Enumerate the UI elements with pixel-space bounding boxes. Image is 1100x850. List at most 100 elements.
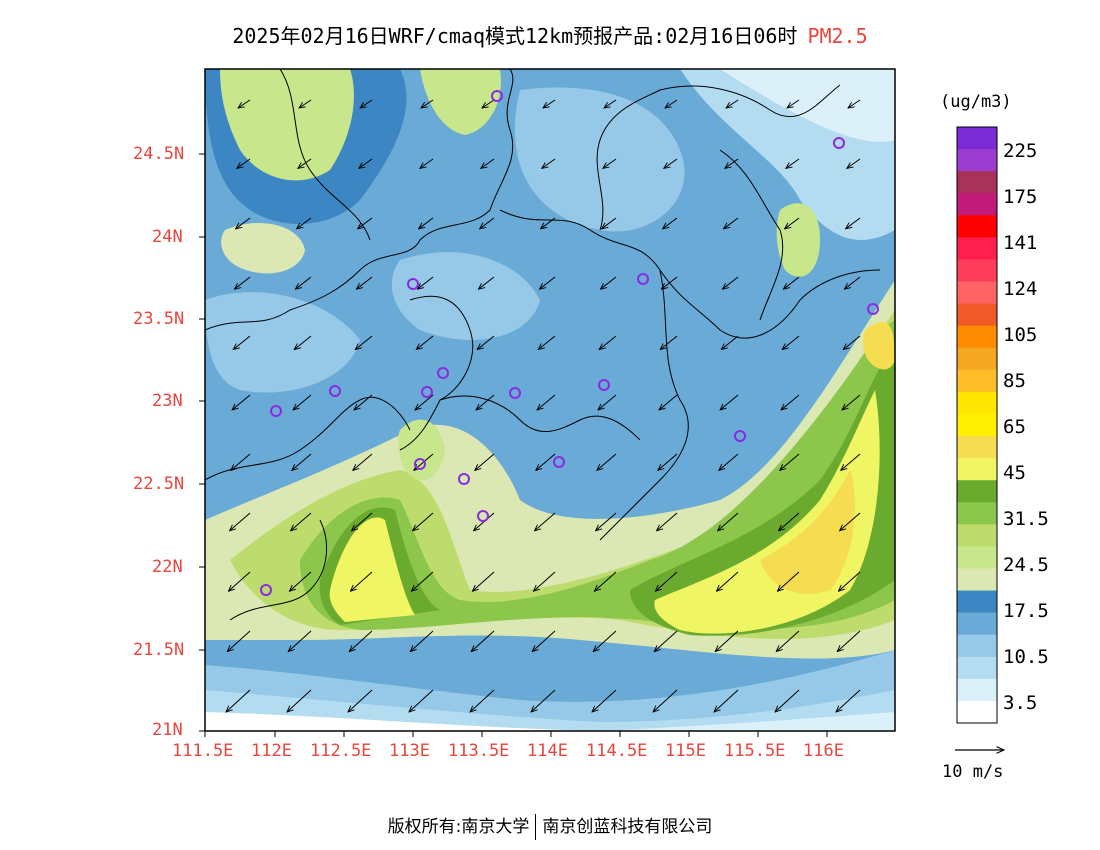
colorbar-swatch	[957, 127, 997, 150]
wind-arrow	[231, 453, 251, 470]
colorbar-swatch	[957, 325, 997, 349]
lon-tick-114-5: 114.5E	[586, 741, 648, 761]
station-marker	[867, 303, 879, 315]
wind-arrow	[477, 335, 495, 350]
wind-arrow	[226, 689, 251, 712]
wind-arrow	[597, 453, 617, 470]
lon-tick-115: 115E	[665, 741, 706, 761]
lat-tick-23: 23N	[152, 391, 183, 411]
wind-arrow	[593, 630, 617, 652]
pm25-field	[205, 69, 895, 731]
station-marker	[458, 473, 470, 485]
wind-arrow	[658, 453, 678, 470]
lat-tick-21: 21N	[152, 720, 183, 740]
colorbar-swatch	[957, 237, 997, 261]
wind-vectors	[226, 99, 861, 712]
wind-arrow	[480, 217, 495, 229]
axis-ticks	[199, 153, 828, 737]
colorbar-swatch	[957, 634, 997, 658]
wind-arrow	[785, 217, 800, 229]
wind-arrow	[719, 453, 739, 470]
wind-arrow	[654, 630, 678, 652]
station-marker	[477, 510, 489, 522]
wind-arrow	[349, 630, 373, 652]
station-marker	[637, 273, 649, 285]
wind-arrow	[533, 571, 556, 591]
station-marker	[407, 278, 419, 290]
wind-arrow	[786, 158, 800, 168]
wind-arrow	[725, 158, 739, 168]
wind-arrow	[842, 394, 861, 410]
wind-arrow	[538, 335, 556, 350]
station-marker	[491, 90, 503, 102]
wind-arrow	[602, 217, 617, 229]
colorbar-swatch	[957, 700, 997, 724]
wind-arrow	[471, 630, 495, 652]
wind-arrow	[236, 217, 251, 229]
map-frame	[204, 68, 896, 732]
colorbar-label: 65	[1003, 416, 1026, 438]
lon-tick-116: 116E	[803, 741, 844, 761]
wind-arrow	[356, 276, 373, 289]
wind-arrow	[295, 276, 312, 289]
wind-arrow	[354, 394, 373, 410]
station-marker	[260, 584, 272, 596]
wind-arrow	[230, 512, 251, 531]
station-marker	[833, 137, 845, 149]
colorbar-frame	[956, 126, 998, 724]
wind-arrow	[844, 276, 861, 289]
lat-tick-22-5: 22.5N	[133, 474, 185, 494]
wind-arrow	[848, 99, 861, 108]
wind-arrow	[594, 571, 617, 591]
colorbar-label: 31.5	[1003, 508, 1049, 530]
wind-arrow	[837, 630, 861, 652]
wind-arrow	[603, 158, 617, 168]
colorbar-swatch	[957, 303, 997, 327]
wind-arrow	[660, 335, 678, 350]
wind-arrow	[783, 276, 800, 289]
wind-arrow	[355, 335, 373, 350]
wind-arrow	[781, 394, 800, 410]
wind-arrow	[413, 512, 434, 531]
wind-arrow	[663, 217, 678, 229]
colorbar-swatch	[957, 656, 997, 680]
wind-arrow	[350, 571, 373, 591]
lon-tick-113: 113E	[389, 741, 430, 761]
colorbar-label: 124	[1003, 278, 1038, 300]
lat-tick-23-5: 23.5N	[133, 309, 185, 329]
wind-arrow	[481, 158, 495, 168]
wind-arrow	[787, 99, 800, 108]
wind-arrow	[352, 512, 373, 531]
wind-arrow	[472, 571, 495, 591]
colorbar-label: 24.5	[1003, 554, 1049, 576]
station-marker	[734, 430, 746, 442]
station-marker	[598, 379, 610, 391]
wind-arrow	[531, 689, 556, 712]
wind-arrow	[598, 394, 617, 410]
colorbar-swatch	[957, 546, 997, 570]
wind-arrow	[419, 217, 434, 229]
colorbar-swatch	[957, 259, 997, 283]
colorbar-unit: (ug/m3)	[940, 92, 1012, 112]
wind-arrow	[359, 158, 373, 168]
lon-tick-112: 112E	[251, 741, 292, 761]
wind-arrow	[299, 99, 312, 108]
station-marker	[329, 385, 341, 397]
lon-tick-114: 114E	[527, 741, 568, 761]
wind-arrow	[543, 99, 556, 108]
colorbar-swatch	[957, 590, 997, 614]
wind-arrow	[237, 158, 251, 168]
wind-arrow	[836, 689, 861, 712]
wind-arrow	[541, 217, 556, 229]
wind-arrow	[238, 99, 251, 108]
colorbar-swatch	[957, 413, 997, 437]
wind-arrow	[721, 335, 739, 350]
wind-arrow	[297, 217, 312, 229]
title-main: 2025年02月16日WRF/cmaq模式12km预报产品:02月16日06时	[232, 24, 798, 48]
wind-arrow	[718, 512, 739, 531]
colorbar-label: 225	[1003, 140, 1038, 162]
wind-arrow	[537, 394, 556, 410]
colorbar-swatch	[957, 347, 997, 371]
wind-arrow	[716, 571, 739, 591]
